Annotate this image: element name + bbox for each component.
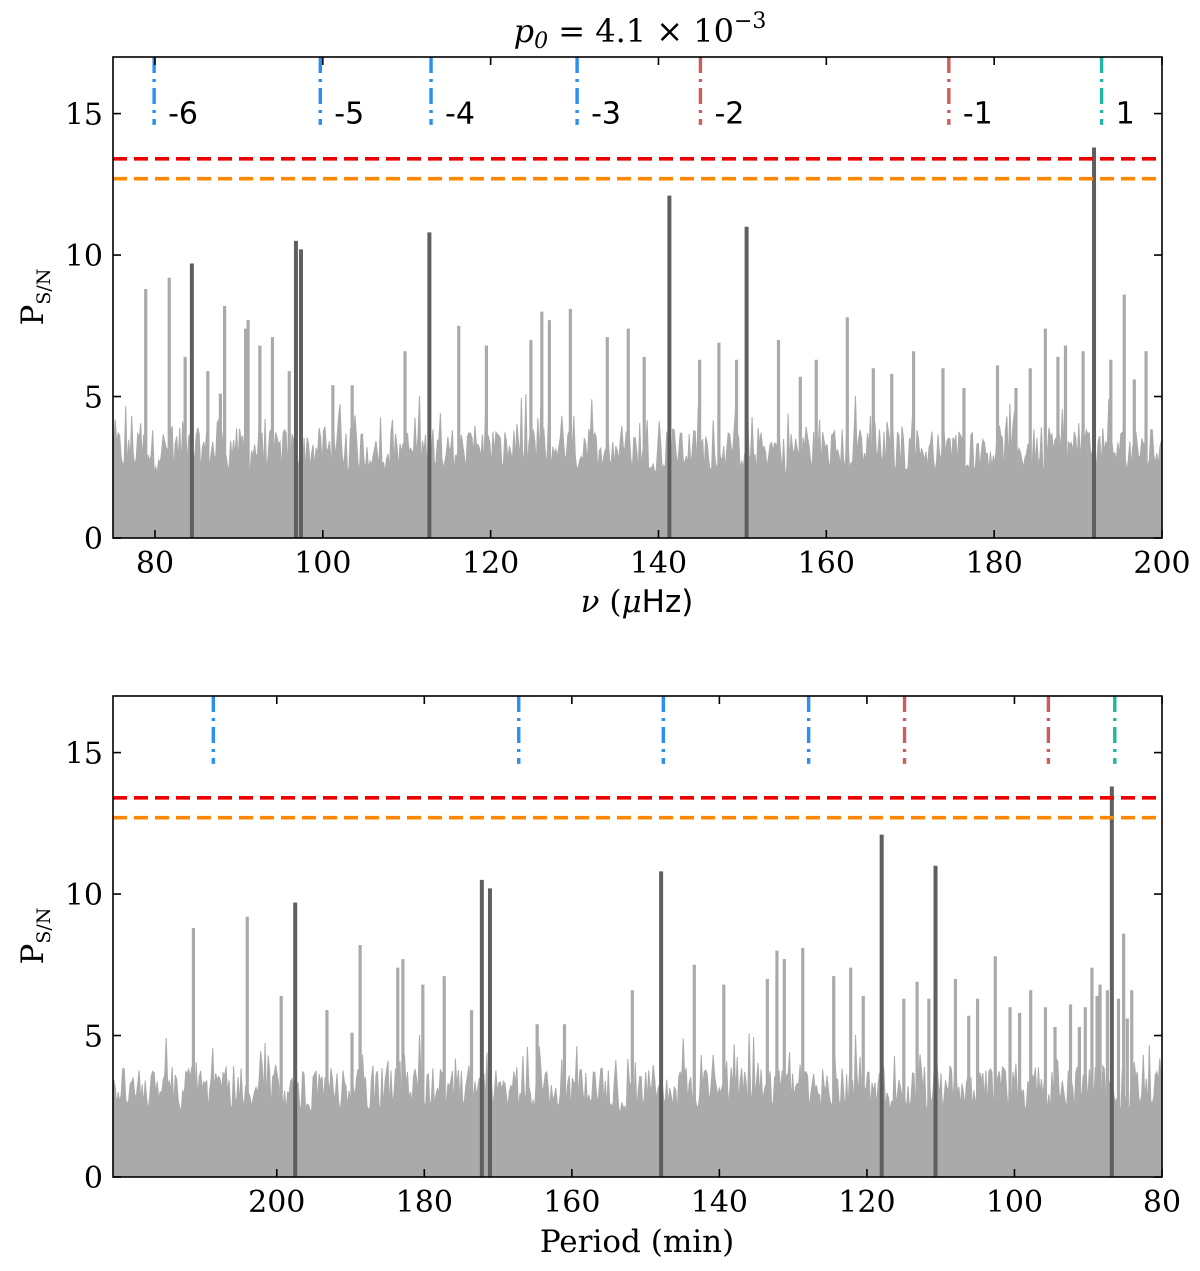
x-axis-mu: μ [621,584,641,620]
noise-spectrum [113,1033,1162,1177]
title-exponent: −3 [734,9,766,34]
y-axis-sub: S/N [33,269,55,305]
x-axis-label: ν (μHz) [581,584,694,620]
y-axis-sub: S/N [33,908,55,944]
y-tick-label: 15 [65,737,103,772]
y-tick-label: 0 [84,522,103,557]
x-tick-label: 180 [966,546,1023,581]
x-tick-label: 160 [543,1185,600,1220]
title-symbol: p [514,12,534,50]
noise-spikes [144,277,1148,538]
y-tick-label: 10 [65,878,103,913]
mode-markers [211,696,1117,764]
mode-label: -2 [714,96,744,131]
mode-label: 1 [1116,96,1135,131]
chart-title: p0 = 4.1 × 10−3 [514,9,767,54]
y-tick-label: 5 [84,381,103,416]
period-panel: 200 180 160 140 120 100 80 0 5 10 15 Period (min)… [15,695,1181,1260]
mode-label: -1 [963,96,993,131]
y-axis-label: PS/N [15,269,55,326]
x-axis-ticks: 80 100 120 140 160 180 200 [136,57,1191,581]
y-tick-label: 5 [84,1020,103,1055]
noise-fill [113,394,1162,538]
y-axis-ticks: 0 5 10 15 [65,737,1162,1196]
y-tick-label: 10 [65,239,103,274]
y-axis-ticks: 0 5 10 15 [65,98,1162,557]
threshold-lines [113,157,1162,181]
y-tick-label: 0 [84,1161,103,1196]
plot-frame [112,56,1163,539]
significant-peaks [189,147,1097,538]
x-tick-label: 120 [838,1185,895,1220]
x-tick-label: 160 [798,546,855,581]
x-axis-symbol: ν [581,584,600,620]
y-axis-label: PS/N [15,908,55,965]
significant-peaks [293,786,1114,1177]
frequency-panel: -6 -5 -4 -3 -2 -1 1 80 100 120 140 160 180 200 0 5 10 1… [15,56,1191,620]
noise-spikes [191,916,1134,1177]
plot-frame [112,695,1163,1178]
y-axis-main: P [15,305,51,326]
y-tick-label: 15 [65,98,103,133]
x-axis-label: Period (min) [540,1224,734,1260]
x-tick-label: 140 [630,546,687,581]
title-subscript: 0 [534,29,548,54]
x-tick-label: 80 [1143,1185,1181,1220]
x-tick-label: 200 [248,1185,305,1220]
threshold-lines [113,796,1162,820]
noise-fill [113,1033,1162,1177]
x-tick-label: 180 [396,1185,453,1220]
x-tick-label: 200 [1133,546,1190,581]
x-tick-label: 100 [986,1185,1043,1220]
x-tick-label: 120 [462,546,519,581]
mode-markers: -6 -5 -4 -3 -2 -1 1 [152,57,1135,131]
x-tick-label: 100 [294,546,351,581]
mode-label: -6 [168,96,198,131]
mode-label: -3 [591,96,621,131]
x-axis-open: ( [600,584,622,620]
mode-label: -4 [445,96,475,131]
x-tick-label: 80 [136,546,174,581]
mode-label: -5 [334,96,364,131]
noise-spectrum [113,394,1162,538]
x-tick-label: 140 [691,1185,748,1220]
title-value: = 4.1 × 10 [548,12,734,50]
y-axis-main: P [15,944,51,965]
x-axis-unit: Hz) [642,584,694,620]
x-axis-ticks: 200 180 160 140 120 100 80 [248,696,1181,1220]
